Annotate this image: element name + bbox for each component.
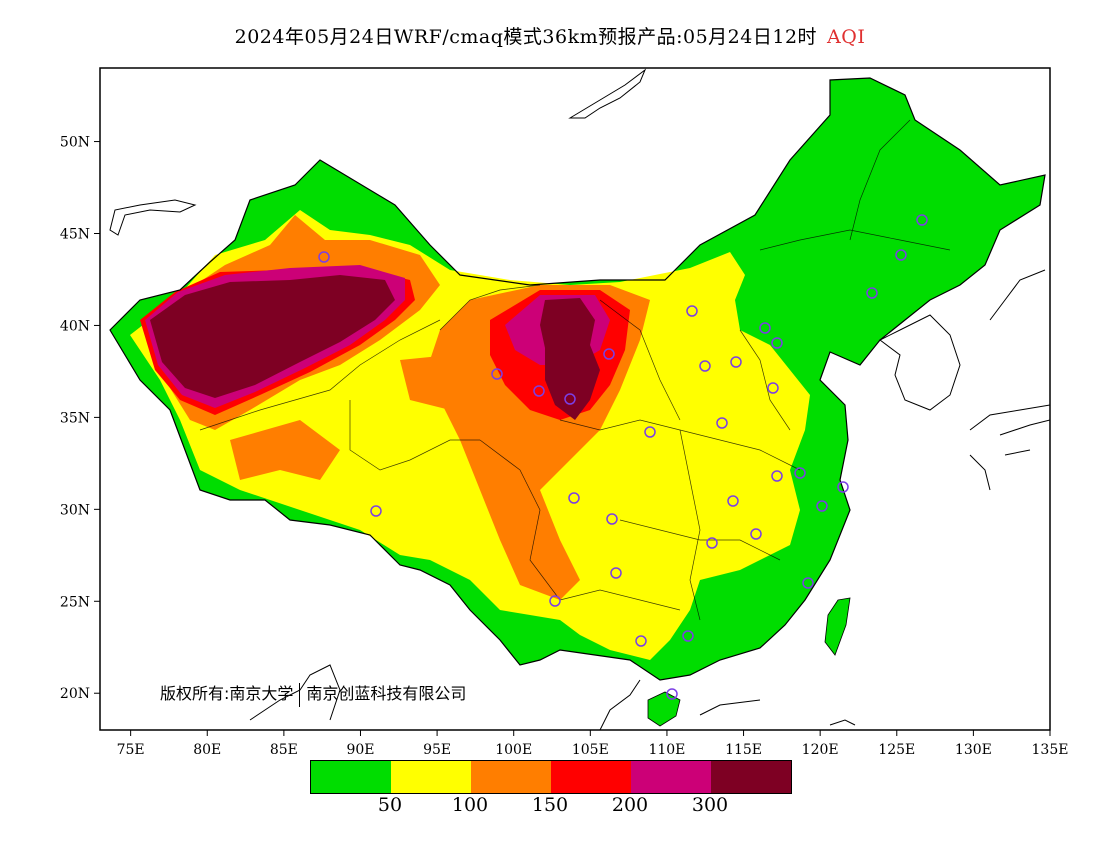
title-main: 2024年05月24日WRF/cmaq模式36km预报产品:05月24日12时 — [234, 26, 818, 48]
circle-station-icon — [895, 249, 907, 261]
legend-swatch — [631, 761, 711, 793]
region-hazardous-south — [545, 345, 600, 420]
circle-station-icon — [666, 688, 678, 700]
circle-station-icon — [767, 382, 779, 394]
circle-station-icon — [491, 368, 503, 380]
region-usg-patch-2 — [400, 355, 470, 410]
lon-tick-label: 80E — [193, 742, 221, 758]
circle-station-icon — [866, 287, 878, 299]
lon-tick-label: 85E — [270, 742, 298, 758]
circle-station-icon — [644, 426, 656, 438]
circle-station-icon — [370, 505, 382, 517]
region-hazardous-east — [540, 298, 595, 360]
circle-station-icon — [916, 214, 928, 226]
lon-tick-label: 90E — [346, 742, 374, 758]
legend-label: 100 — [451, 794, 489, 816]
circle-station-icon — [682, 630, 694, 642]
lat-tick-label: 20N — [60, 686, 90, 702]
china-border — [109, 77, 1046, 681]
color-legend — [310, 760, 792, 794]
circle-station-icon — [606, 513, 618, 525]
lon-tick-label: 110E — [648, 742, 685, 758]
longitude-axis: 75E 80E 85E 90E 95E 100E 105E 110E 115E 120E 125E 1… — [117, 730, 1069, 758]
legend-label: 50 — [377, 794, 403, 816]
circle-station-icon — [794, 467, 806, 479]
legend-swatch — [471, 761, 551, 793]
lat-tick-label: 50N — [60, 135, 90, 151]
lat-tick-label: 25N — [60, 594, 90, 610]
map-title: 2024年05月24日WRF/cmaq模式36km预报产品:05月24日12时 A… — [0, 22, 1100, 49]
circle-station-icon — [802, 577, 814, 589]
circle-station-icon — [816, 500, 828, 512]
lon-tick-label: 105E — [572, 742, 609, 758]
circle-station-icon — [533, 385, 545, 397]
legend-label: 300 — [691, 794, 729, 816]
circle-station-icon — [549, 595, 561, 607]
circle-station-icon — [759, 322, 771, 334]
lon-tick-label: 120E — [802, 742, 839, 758]
island-hainan — [647, 691, 681, 727]
legend-label: 150 — [531, 794, 569, 816]
circle-station-icon — [603, 348, 615, 360]
lon-tick-label: 125E — [878, 742, 915, 758]
circle-station-icon — [610, 567, 622, 579]
legend-swatch — [311, 761, 391, 793]
circle-station-icon — [750, 528, 762, 540]
title-variable: AQI — [827, 26, 866, 48]
circle-station-icon — [635, 635, 647, 647]
lon-tick-label: 95E — [423, 742, 451, 758]
copyright-separator — [299, 682, 301, 707]
legend-swatch — [551, 761, 631, 793]
region-usg-patch-1 — [230, 420, 340, 480]
circle-station-icon — [837, 481, 849, 493]
legend-labels: 50 100 150 200 300 — [310, 794, 810, 818]
station-markers — [318, 214, 928, 700]
circle-station-icon — [730, 356, 742, 368]
island-taiwan — [824, 597, 851, 656]
lon-tick-label: 130E — [955, 742, 992, 758]
lat-tick-label: 30N — [60, 502, 90, 518]
lat-tick-label: 40N — [60, 318, 90, 334]
legend-label: 200 — [611, 794, 649, 816]
province-boundaries — [199, 119, 951, 621]
circle-station-icon — [716, 417, 728, 429]
circle-station-icon — [564, 393, 576, 405]
circle-station-icon — [686, 305, 698, 317]
copyright-right: 南京创蓝科技有限公司 — [306, 684, 467, 703]
circle-station-icon — [568, 492, 580, 504]
lon-tick-label: 75E — [117, 742, 145, 758]
circle-station-icon — [706, 537, 718, 549]
copyright-left: 版权所有:南京大学 — [160, 684, 294, 703]
circle-station-icon — [318, 251, 330, 263]
legend-swatch — [711, 761, 791, 793]
lon-tick-label: 100E — [495, 742, 532, 758]
region-hazardous-taklamakan — [150, 275, 395, 398]
lat-tick-label: 45N — [60, 227, 90, 243]
circle-station-icon — [699, 360, 711, 372]
coastlines — [109, 68, 1050, 730]
lon-tick-label: 135E — [1032, 742, 1069, 758]
circle-station-icon — [727, 495, 739, 507]
legend-swatch — [391, 761, 471, 793]
lat-tick-label: 35N — [60, 410, 90, 426]
map-frame — [99, 67, 1051, 731]
latitude-axis: 50N 45N 40N 35N 30N 25N 20N — [60, 135, 100, 702]
circle-station-icon — [771, 337, 783, 349]
copyright-note: 版权所有:南京大学 南京创蓝科技有限公司 — [160, 680, 466, 707]
lon-tick-label: 115E — [725, 742, 762, 758]
circle-station-icon — [771, 470, 783, 482]
